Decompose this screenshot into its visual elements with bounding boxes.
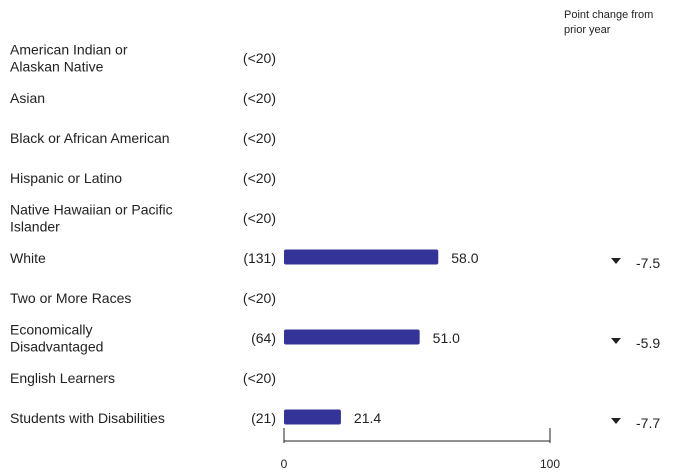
- value-label: 51.0: [433, 330, 460, 346]
- x-axis: 0 100: [281, 428, 560, 471]
- count-label: (<20): [243, 130, 276, 146]
- category-label: Disadvantaged: [10, 339, 103, 355]
- category-label: Black or African American: [10, 130, 170, 146]
- chart-row: Black or African American (<20): [10, 130, 276, 146]
- category-label: Native Hawaiian or Pacific: [10, 202, 173, 218]
- down-triangle-icon: [611, 418, 621, 424]
- category-label: White: [10, 250, 46, 266]
- category-label: Asian: [10, 90, 45, 106]
- chart-row: Hispanic or Latino (<20): [10, 170, 276, 186]
- x-tick-label: 0: [281, 457, 288, 471]
- value-bar: [284, 249, 439, 265]
- chart-row: White (131) 58.0 -7.5: [10, 249, 660, 271]
- count-label: (21): [251, 410, 276, 426]
- chart-row: English Learners (<20): [10, 370, 276, 386]
- change-header-line1: Point change from: [564, 9, 653, 21]
- chart-row: Asian (<20): [10, 90, 276, 106]
- count-label: (<20): [243, 370, 276, 386]
- x-tick-label: 100: [540, 457, 560, 471]
- count-label: (131): [243, 250, 276, 266]
- count-label: (64): [251, 330, 276, 346]
- value-bar: [284, 409, 341, 425]
- count-label: (<20): [243, 210, 276, 226]
- value-label: 21.4: [354, 410, 381, 426]
- down-triangle-icon: [611, 338, 621, 344]
- category-label: Islander: [10, 219, 60, 235]
- category-label: Alaskan Native: [10, 59, 104, 75]
- count-label: (<20): [243, 50, 276, 66]
- down-triangle-icon: [611, 258, 621, 264]
- change-label: -7.5: [636, 255, 660, 271]
- value-label: 58.0: [451, 250, 478, 266]
- change-label: -7.7: [636, 415, 660, 431]
- category-label: Hispanic or Latino: [10, 170, 122, 186]
- category-label: Students with Disabilities: [10, 410, 165, 426]
- count-label: (<20): [243, 170, 276, 186]
- count-label: (<20): [243, 90, 276, 106]
- chart-row: Two or More Races (<20): [10, 290, 276, 306]
- count-label: (<20): [243, 290, 276, 306]
- category-label: English Learners: [10, 370, 115, 386]
- value-bar: [284, 329, 420, 345]
- change-label: -5.9: [636, 335, 660, 351]
- chart-row: Students with Disabilities (21) 21.4 -7.7: [10, 409, 660, 431]
- category-label: American Indian or: [10, 42, 128, 58]
- change-header-line2: prior year: [564, 24, 611, 36]
- category-label: Two or More Races: [10, 290, 131, 306]
- category-label: Economically: [10, 322, 92, 338]
